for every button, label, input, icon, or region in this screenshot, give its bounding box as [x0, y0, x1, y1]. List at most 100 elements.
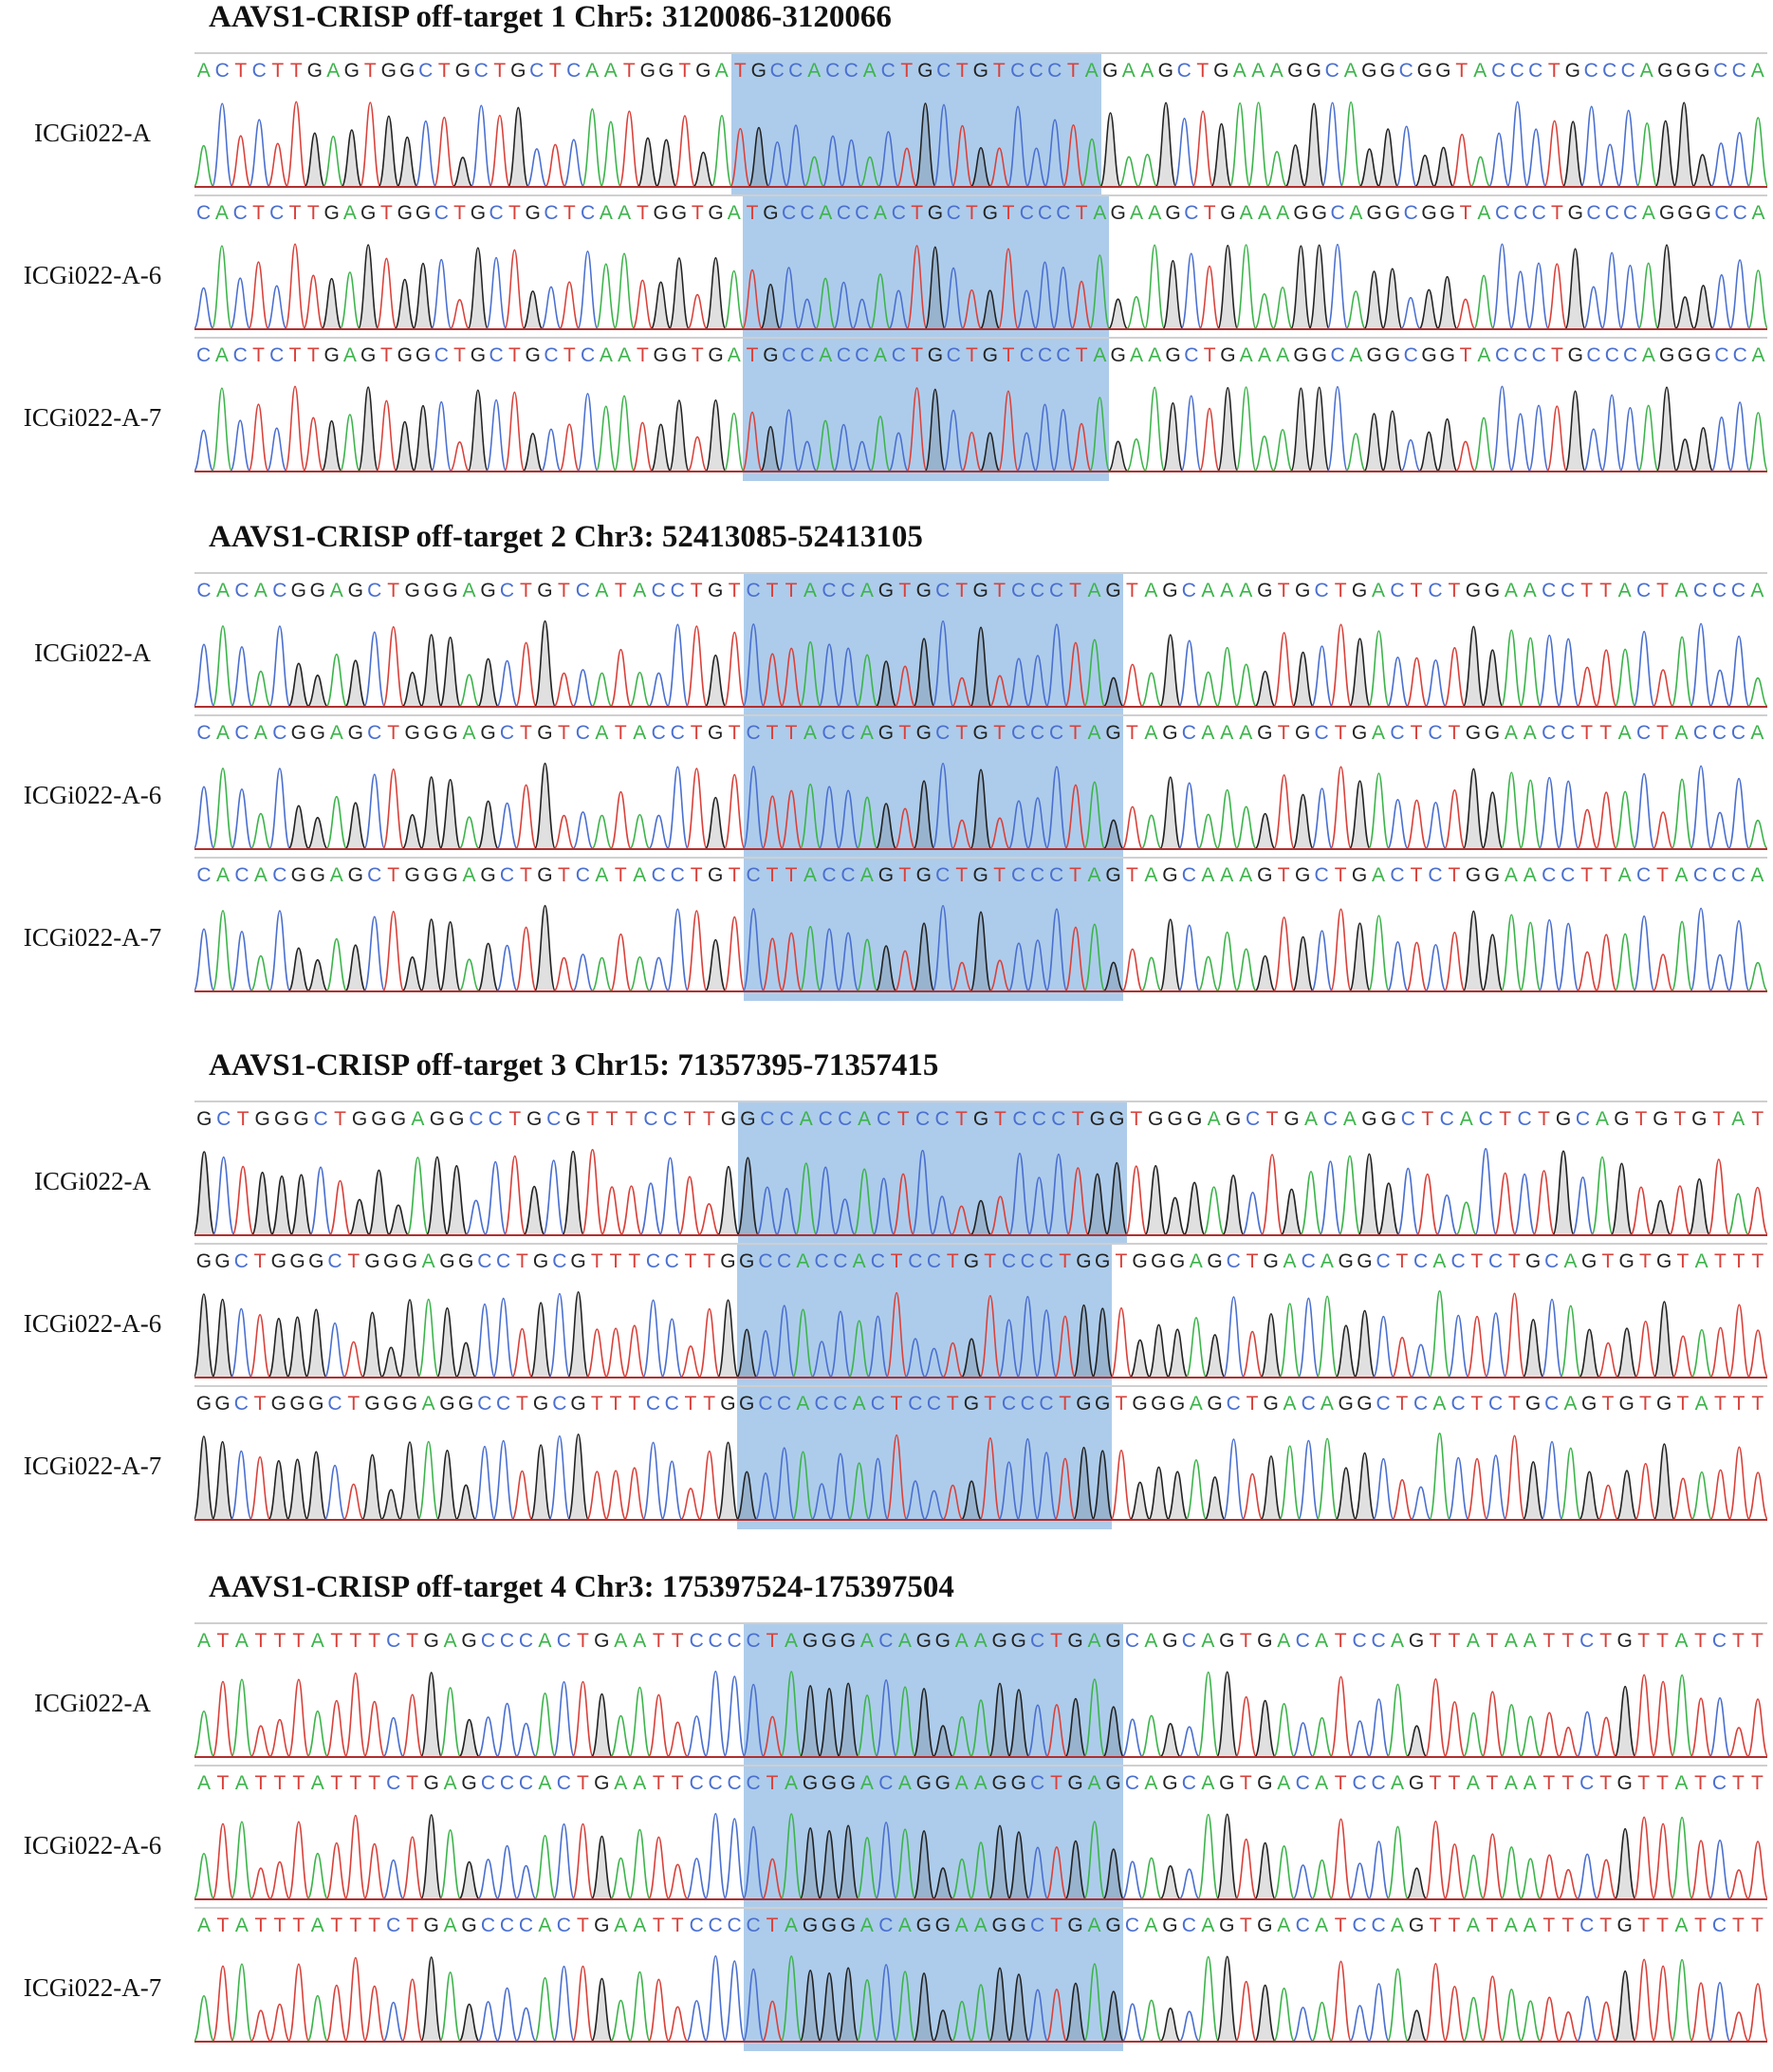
base-call: G — [415, 344, 432, 366]
base-call: G — [658, 60, 674, 82]
trace-peak — [1386, 1683, 1410, 1758]
sample-row: ICGi022-A-7 C A C T C T T G A G T G G C T G C T G C T C A A T G G T G… — [0, 337, 1773, 481]
trace-peak — [650, 281, 672, 330]
trace-peak — [1671, 1958, 1693, 2043]
base-call: G — [877, 864, 895, 886]
trace-peak — [1400, 296, 1422, 330]
trace-peak — [1316, 1295, 1339, 1378]
base-call: T — [1334, 722, 1347, 744]
trace-peak — [723, 631, 747, 708]
trace-peak — [1339, 101, 1362, 188]
base-call: G — [1110, 344, 1126, 366]
base-call: G — [1408, 1915, 1425, 1936]
base-call: C — [1711, 1772, 1727, 1794]
trace-peak — [1560, 1304, 1582, 1378]
base-call: G — [442, 722, 458, 744]
base-call: A — [1349, 202, 1363, 224]
trace-peak — [837, 1682, 859, 1758]
trace-peak — [942, 409, 965, 472]
trace-peak — [1671, 1674, 1693, 1758]
trace-peak — [1690, 1697, 1712, 1758]
base-call: G — [1439, 202, 1455, 224]
trace-peak — [231, 931, 253, 992]
trace-peak — [1321, 102, 1344, 188]
base-call: G — [1338, 1393, 1354, 1415]
trace-peak — [1708, 669, 1731, 708]
trace-peak — [1272, 916, 1296, 992]
base-call: C — [1428, 864, 1443, 886]
chromatogram-trace — [194, 620, 1767, 708]
trace-peak — [249, 812, 272, 850]
trace-peak — [1064, 1840, 1087, 1900]
trace-peak — [363, 773, 386, 850]
trace-peak — [840, 139, 862, 188]
trace-peak — [1210, 122, 1233, 188]
trace-peak — [799, 783, 822, 850]
base-call: G — [526, 1108, 543, 1130]
trace-peak — [647, 1693, 671, 1758]
trace-peak — [194, 1151, 216, 1236]
trace-peak — [1519, 1715, 1542, 1758]
base-call: A — [599, 202, 613, 224]
base-call: G — [308, 1393, 324, 1415]
base-call: C — [1732, 202, 1747, 224]
base-call: T — [966, 202, 978, 224]
base-call: A — [1315, 1915, 1329, 1936]
base-call: T — [349, 1915, 362, 1936]
trace-peak — [1310, 1716, 1334, 1758]
trace-peak — [268, 768, 291, 850]
trace-peak — [510, 1327, 534, 1378]
sample-row: ICGi022-A-7 C A C A C G G A G C T G G G A G C T G T C A T A C C T G T… — [0, 857, 1773, 1001]
base-call: A — [329, 864, 343, 886]
trace-peak — [1472, 416, 1495, 472]
trace-peak — [942, 267, 965, 330]
base-call: C — [556, 1772, 571, 1794]
trace-peak — [913, 1830, 935, 1900]
base-call: C — [473, 60, 489, 82]
base-call: T — [785, 722, 798, 744]
trace-peak — [829, 1452, 852, 1521]
base-call: T — [1410, 580, 1423, 601]
base-call: A — [1504, 1915, 1518, 1936]
trace-peak — [887, 432, 910, 472]
trace-peak — [666, 623, 690, 708]
base-call: A — [614, 1630, 628, 1652]
trace-peak — [571, 1680, 595, 1758]
trace-peak — [628, 1686, 652, 1758]
base-call: T — [1126, 580, 1138, 601]
base-call: C — [838, 1108, 853, 1130]
trace-peak — [685, 625, 709, 708]
base-call: C — [196, 864, 212, 886]
base-call: A — [1207, 1108, 1221, 1130]
trace-peak — [1027, 1176, 1051, 1236]
trace-peak — [666, 908, 690, 992]
trace-peak — [906, 245, 928, 330]
trace-peak — [1386, 799, 1410, 850]
trace-peak — [250, 1172, 274, 1236]
target-site-highlight — [744, 1767, 1123, 1909]
trace-peak — [1746, 1841, 1767, 1900]
trace-peak — [1652, 953, 1674, 992]
base-call: C — [788, 60, 803, 82]
base-call: G — [1257, 1915, 1273, 1936]
base-call: T — [683, 1108, 696, 1130]
base-call: C — [418, 60, 434, 82]
base-call: C — [1051, 1108, 1066, 1130]
base-call: C — [1030, 864, 1045, 886]
trace-peak — [1290, 387, 1312, 472]
trace-peak — [761, 1858, 785, 1900]
base-call: A — [859, 1915, 874, 1936]
trace-peak — [1102, 676, 1125, 708]
base-call: C — [777, 1250, 792, 1272]
trace-peak — [286, 1316, 309, 1378]
base-call: A — [443, 1915, 457, 1936]
trace-peak — [1034, 403, 1056, 472]
trace-peak — [1614, 1827, 1636, 1900]
base-call: G — [470, 344, 487, 366]
trace-peak — [558, 281, 581, 330]
base-call: G — [273, 1108, 290, 1130]
trace-peak — [875, 1822, 897, 1900]
base-call: G — [840, 1772, 857, 1794]
base-call: A — [1251, 60, 1265, 82]
trace-peak — [1083, 781, 1106, 850]
